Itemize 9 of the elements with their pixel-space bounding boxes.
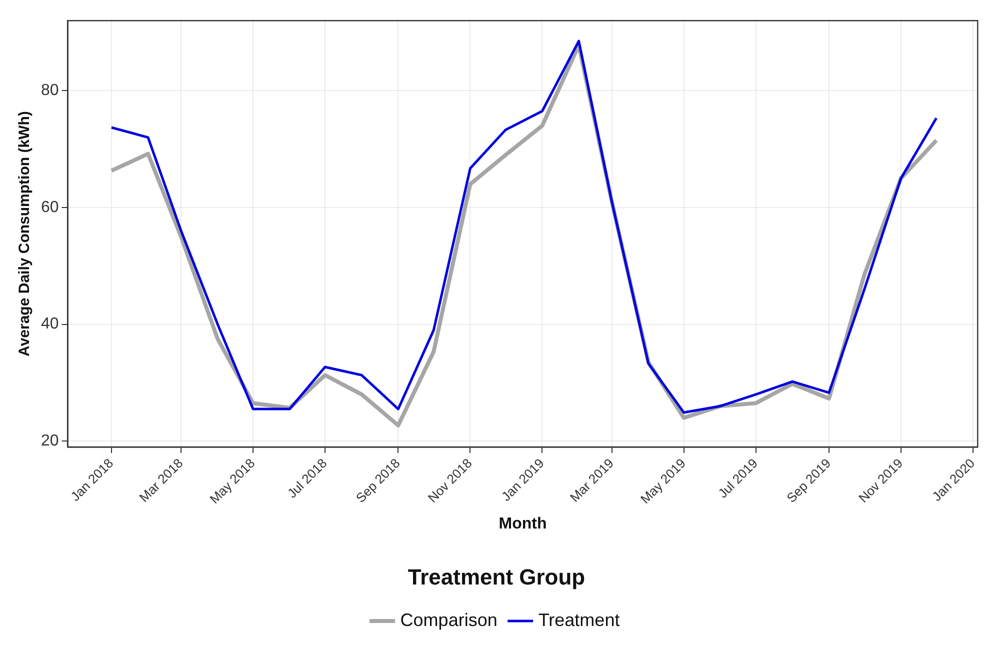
legend-title: Treatment Group	[408, 564, 586, 590]
legend-label: Treatment	[538, 610, 620, 630]
x-axis-title: Month	[498, 515, 547, 532]
y-tick-label: 60	[41, 198, 59, 216]
y-tick-label: 80	[41, 82, 59, 100]
y-axis-title: Average Daily Consumption (kWh)	[16, 111, 34, 356]
y-tick-label: 20	[41, 432, 59, 450]
legend-label: Comparison	[400, 610, 498, 630]
y-tick-label: 40	[41, 316, 59, 333]
